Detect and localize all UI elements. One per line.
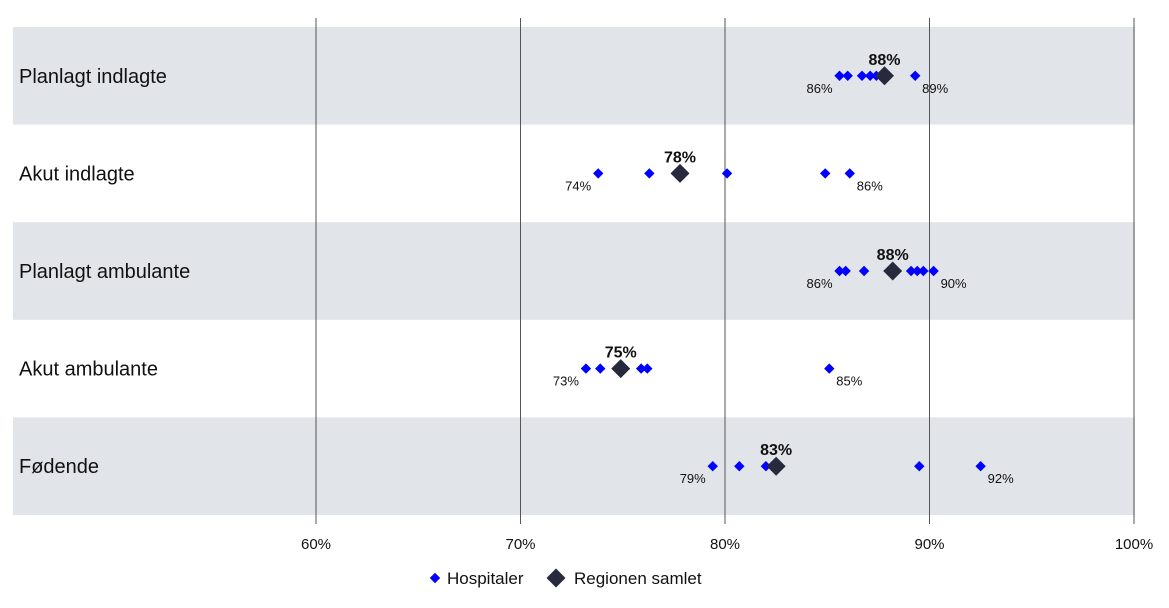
hospital-point [824, 363, 835, 374]
legend: Hospitaler Regionen samlet [429, 568, 702, 588]
category-label: Fødende [19, 456, 99, 478]
min-value-label: 86% [806, 81, 832, 96]
hospital-point [642, 363, 653, 374]
hospital-point [856, 70, 868, 81]
hospital-point [858, 265, 870, 277]
legend-hospital-label: Hospitaler [447, 569, 524, 588]
region-value-label: 75% [605, 345, 637, 362]
hospital-point [820, 168, 831, 179]
hospital-point [842, 70, 853, 81]
x-tick-label: 80% [710, 536, 740, 553]
hospital-point [975, 461, 986, 472]
min-value-label: 74% [565, 178, 591, 193]
hospital-point [912, 265, 923, 277]
row-band [13, 417, 1135, 515]
region-point [766, 456, 786, 476]
max-value-label: 90% [941, 276, 967, 291]
hospital-point [580, 363, 592, 374]
min-value-label: 86% [806, 276, 832, 291]
region-value-label: 78% [664, 149, 696, 166]
legend-region-marker [546, 568, 566, 588]
min-value-label: 73% [553, 374, 579, 389]
x-tick-label: 70% [505, 536, 535, 553]
hospital-point [760, 461, 772, 472]
region-value-label: 83% [760, 442, 792, 459]
hospital-point [834, 70, 845, 81]
x-axis-tick-labels: 60% 70% 80% 90% 100% [301, 536, 1153, 553]
max-value-label: 92% [988, 471, 1014, 486]
hospital-point [928, 265, 939, 277]
row-band [13, 27, 1135, 125]
data-points: 88% 86% 89% 78% 74% 86% 88% 86% 90% 75% 73% 85% 83% 7… [553, 52, 1014, 486]
x-tick-label: 100% [1115, 536, 1153, 553]
min-value-label: 79% [680, 471, 706, 486]
hospital-point [644, 168, 655, 179]
category-labels: Planlagt indlagte Akut indlagte Planlagt a… [19, 66, 190, 478]
region-point [875, 66, 895, 86]
region-value-label: 88% [868, 52, 900, 69]
category-label: Planlagt indlagte [19, 66, 167, 88]
region-value-label: 88% [877, 247, 909, 264]
max-value-label: 89% [922, 81, 948, 96]
region-point [611, 359, 631, 379]
hospital-point [905, 265, 917, 277]
category-label: Akut indlagte [19, 163, 135, 185]
hospital-point [834, 265, 845, 277]
legend-region-label: Regionen samlet [574, 569, 702, 588]
x-tick-label: 90% [914, 536, 944, 553]
hospital-point [844, 168, 855, 179]
hospital-point [595, 363, 606, 374]
legend-hospital-marker [429, 572, 441, 584]
hospital-point [593, 168, 604, 179]
region-point [670, 163, 690, 183]
x-tick-label: 60% [301, 536, 331, 553]
hospital-point [840, 265, 851, 277]
hospital-point [734, 461, 745, 472]
category-label: Planlagt ambulante [19, 261, 190, 283]
hospital-point [914, 461, 925, 472]
row-band [13, 222, 1135, 320]
category-label: Akut ambulante [19, 359, 158, 381]
hospital-point [721, 168, 733, 179]
max-value-label: 85% [836, 374, 862, 389]
row-bands [13, 27, 1135, 515]
hospital-point [864, 70, 876, 81]
region-point [883, 261, 903, 281]
hospital-point [635, 363, 647, 374]
max-value-label: 86% [857, 178, 883, 193]
hospital-point [909, 70, 921, 81]
hospital-point [918, 265, 929, 277]
hospital-point [707, 461, 718, 472]
